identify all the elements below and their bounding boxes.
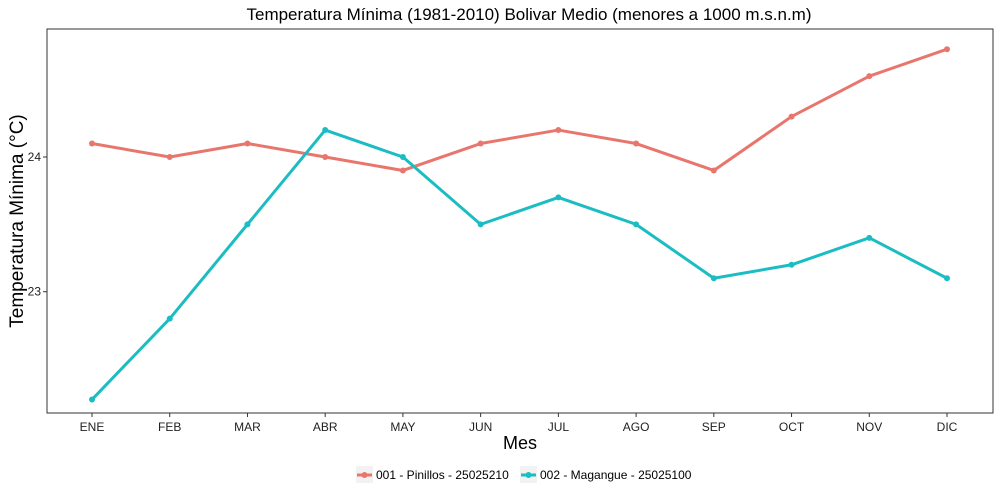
x-tick-label: OCT — [779, 420, 805, 434]
x-tick-label: ABR — [313, 420, 338, 434]
x-tick-label: DIC — [937, 420, 958, 434]
data-point — [866, 234, 873, 241]
data-point — [89, 140, 95, 147]
data-point — [322, 127, 329, 134]
x-tick-label: NOV — [856, 420, 882, 434]
legend: 001 - Pinillos - 25025210 002 - Magangue … — [356, 466, 692, 483]
x-tick-label: SEP — [702, 420, 726, 434]
data-point — [710, 275, 717, 282]
x-axis: ENE FEB MAR ABR MAY JUN JUL AGO SEP OCT NOV DIC — [80, 413, 958, 434]
y-tick-label: 24 — [28, 150, 42, 164]
x-tick-label: JUL — [548, 420, 570, 434]
data-point — [399, 167, 406, 174]
series-line-2 — [90, 128, 949, 402]
y-axis-title: Temperatura Mínima (°C) — [7, 114, 28, 327]
y-tick-label: 23 — [28, 285, 42, 299]
x-axis-title: Mes — [503, 433, 537, 453]
data-point — [866, 73, 873, 80]
legend-label: 001 - Pinillos - 25025210 — [376, 468, 509, 482]
data-point — [555, 194, 562, 201]
y-axis: 23 24 — [28, 150, 47, 299]
data-point — [166, 154, 173, 160]
series-line-1 — [90, 47, 949, 172]
data-point — [788, 113, 795, 120]
legend-label: 002 - Magangue - 25025100 — [540, 468, 692, 482]
data-point — [477, 221, 484, 228]
data-point — [322, 154, 329, 160]
data-point — [244, 221, 251, 228]
data-point — [944, 46, 950, 53]
data-point — [633, 140, 640, 147]
data-point — [944, 275, 950, 282]
legend-key-point — [361, 472, 368, 478]
data-point — [633, 221, 640, 228]
data-point — [555, 127, 562, 134]
x-tick-label: JUN — [469, 420, 492, 434]
chart-title: Temperatura Mínima (1981-2010) Bolivar M… — [246, 5, 811, 24]
series-layer — [89, 46, 950, 403]
x-tick-label: FEB — [158, 420, 181, 434]
data-point — [477, 140, 484, 147]
data-point — [788, 261, 795, 268]
x-tick-label: ENE — [80, 420, 105, 434]
legend-item: 001 - Pinillos - 25025210 — [356, 466, 509, 483]
x-tick-label: MAR — [234, 420, 261, 434]
data-point — [166, 315, 173, 322]
data-point — [399, 154, 406, 160]
x-tick-label: MAY — [390, 420, 415, 434]
data-point — [89, 396, 95, 403]
x-tick-label: AGO — [623, 420, 650, 434]
legend-key-point — [525, 472, 532, 478]
data-point — [244, 140, 251, 147]
legend-item: 002 - Magangue - 25025100 — [520, 466, 692, 483]
data-point — [710, 167, 717, 174]
